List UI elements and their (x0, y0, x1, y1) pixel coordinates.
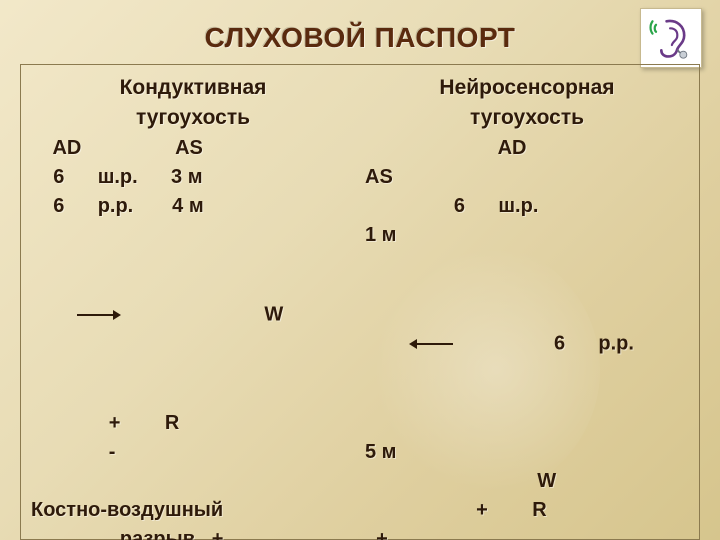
slide: СЛУХОВОЙ ПАСПОРТ Кондуктивная тугоухость… (0, 0, 720, 540)
right-row-plus: + (365, 525, 689, 540)
left-kv-1: Костно-воздушный (31, 496, 355, 525)
left-row-r: + R (31, 409, 355, 438)
right-row-r: + R (365, 496, 689, 525)
arrow-right-icon (75, 250, 131, 380)
left-heading-2: тугоухость (31, 103, 355, 133)
right-row-as: AS (365, 163, 689, 192)
right-heading-2: тугоухость (365, 103, 689, 133)
left-row-2: 6 р.р. 4 м (31, 192, 355, 221)
right-row-1a: 6 ш.р. (365, 192, 689, 221)
left-row-w: W (31, 221, 355, 409)
left-heading-1: Кондуктивная (31, 73, 355, 103)
right-heading-1: Нейросенсорная (365, 73, 689, 103)
left-column: Кондуктивная тугоухость AD AS 6 ш.р. 3 м… (31, 73, 355, 539)
right-row-ad: AD (365, 134, 689, 163)
right-row-1b: 1 м (365, 221, 689, 250)
left-kv-2: разрыв + (31, 525, 355, 540)
right-2a-label: 6 р.р. (465, 332, 673, 354)
slide-title: СЛУХОВОЙ ПАСПОРТ (0, 22, 720, 54)
arrow-left-icon (409, 279, 465, 409)
right-column: Нейросенсорная тугоухость AD AS 6 ш.р. 1… (365, 73, 689, 539)
right-row-2a: 6 р.р. (365, 250, 689, 438)
right-row-w: W (365, 467, 689, 496)
content-box: Кондуктивная тугоухость AD AS 6 ш.р. 3 м… (20, 64, 700, 540)
left-w-label: W (131, 303, 283, 325)
right-row-2b: 5 м (365, 438, 689, 467)
left-row-ad-as: AD AS (31, 134, 355, 163)
left-blank (31, 467, 355, 496)
left-row-minus: - (31, 438, 355, 467)
left-row-1: 6 ш.р. 3 м (31, 163, 355, 192)
